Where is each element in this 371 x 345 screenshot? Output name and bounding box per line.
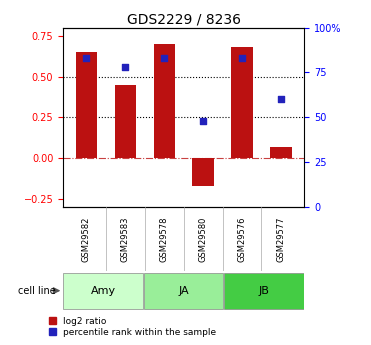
- Text: JB: JB: [259, 286, 269, 296]
- Bar: [231, 47, 253, 158]
- Point: [83, 55, 89, 61]
- Text: JA: JA: [178, 286, 189, 296]
- Point: [239, 55, 245, 61]
- Text: GSM29578: GSM29578: [160, 216, 169, 262]
- Point: [122, 64, 128, 70]
- Bar: [270, 147, 292, 158]
- Text: Amy: Amy: [91, 286, 116, 296]
- Text: GSM29577: GSM29577: [276, 216, 285, 262]
- Title: GDS2229 / 8236: GDS2229 / 8236: [127, 12, 241, 27]
- Point: [278, 97, 284, 102]
- Bar: [193, 158, 214, 186]
- FancyBboxPatch shape: [63, 273, 143, 308]
- FancyBboxPatch shape: [224, 273, 304, 308]
- Bar: [154, 44, 175, 158]
- Text: GSM29580: GSM29580: [198, 216, 208, 262]
- Legend: log2 ratio, percentile rank within the sample: log2 ratio, percentile rank within the s…: [49, 317, 217, 336]
- Text: GSM29582: GSM29582: [82, 216, 91, 262]
- Text: cell line: cell line: [18, 286, 56, 296]
- Bar: [115, 85, 136, 158]
- Text: GSM29576: GSM29576: [237, 216, 246, 262]
- Bar: [76, 52, 97, 158]
- Point: [161, 55, 167, 61]
- Text: GSM29583: GSM29583: [121, 216, 130, 262]
- Point: [200, 118, 206, 124]
- FancyBboxPatch shape: [144, 273, 223, 308]
